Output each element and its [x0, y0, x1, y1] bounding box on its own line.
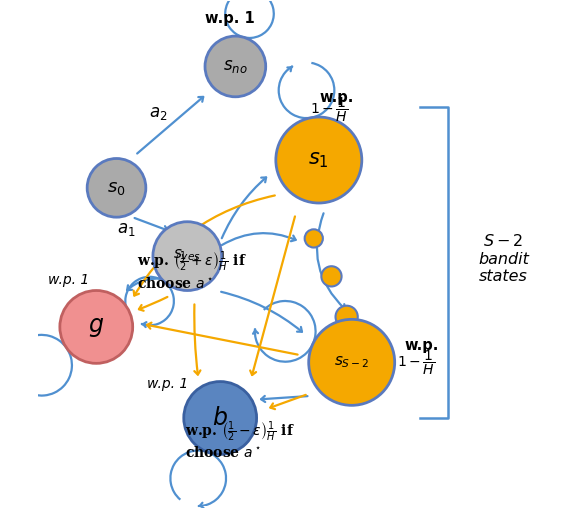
Text: $s_{yes}$: $s_{yes}$ [173, 247, 201, 265]
Circle shape [153, 221, 222, 291]
Text: $g$: $g$ [88, 315, 104, 339]
Text: $b$: $b$ [212, 406, 228, 430]
Circle shape [205, 36, 266, 97]
Text: w.p. 1: w.p. 1 [205, 12, 255, 26]
Text: $1-\dfrac{1}{H}$: $1-\dfrac{1}{H}$ [398, 349, 435, 377]
Circle shape [321, 266, 342, 287]
Text: w.p. 1: w.p. 1 [147, 376, 188, 391]
Circle shape [304, 229, 323, 247]
Text: $s_0$: $s_0$ [107, 179, 126, 197]
Text: $a_1$: $a_1$ [116, 221, 135, 238]
Text: w.p. 1: w.p. 1 [48, 273, 90, 287]
Circle shape [87, 158, 146, 217]
Text: $S-2$
bandit
states: $S-2$ bandit states [478, 233, 529, 284]
Text: w.p.: w.p. [405, 338, 439, 353]
Circle shape [335, 306, 358, 328]
Circle shape [276, 117, 362, 203]
Text: w.p. $\left(\frac{1}{2}+\epsilon\right)\frac{1}{H}$ if
choose $a^\star$: w.p. $\left(\frac{1}{2}+\epsilon\right)\… [137, 250, 247, 292]
Circle shape [60, 291, 133, 363]
Text: $s_{S-2}$: $s_{S-2}$ [334, 355, 370, 370]
Text: w.p.: w.p. [320, 90, 354, 105]
Text: w.p. $\left(\frac{1}{2}-\epsilon\right)\frac{1}{H}$ if
choose $a^\star$: w.p. $\left(\frac{1}{2}-\epsilon\right)\… [184, 420, 294, 461]
Circle shape [184, 382, 257, 454]
Text: $s_{no}$: $s_{no}$ [223, 58, 248, 75]
Circle shape [308, 320, 395, 405]
Text: $a_2$: $a_2$ [150, 105, 168, 122]
Text: $1-\dfrac{1}{H}$: $1-\dfrac{1}{H}$ [310, 96, 348, 124]
Text: $s_1$: $s_1$ [308, 150, 329, 170]
